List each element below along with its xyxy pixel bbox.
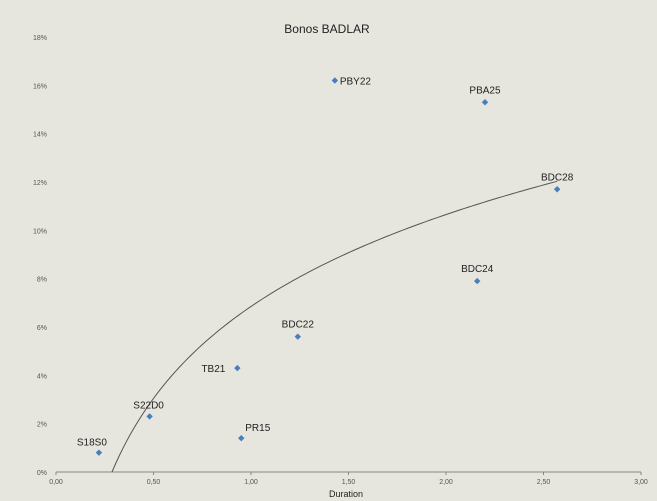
x-tick-labels: 0,00 0,50 1,00 1,50 2,00 2,50 3,00: [49, 472, 648, 486]
data-point: [474, 277, 481, 285]
data-point: [331, 77, 339, 84]
y-tick-label: 18%: [33, 35, 47, 42]
x-tick-label: 1,00: [244, 479, 258, 486]
point-label: PBY22: [340, 77, 372, 88]
data-point: [95, 449, 103, 456]
y-tick-label: 14%: [33, 132, 47, 139]
y-tick-label: 10%: [33, 228, 47, 235]
y-tick-label: 0%: [37, 470, 47, 477]
x-tick-label: 2,00: [439, 479, 453, 486]
x-tick-label: 0,50: [147, 479, 161, 486]
x-tick-label: 2,50: [537, 479, 551, 486]
x-tick-label: 0,00: [49, 479, 63, 486]
point-label: BDC28: [541, 172, 574, 183]
point-label: BDC22: [282, 320, 315, 331]
x-tick-label: 1,50: [342, 479, 356, 486]
data-point: [294, 333, 301, 340]
y-tick-labels: 0% 2% 4% 6% 8% 10% 12% 14% 16% 18%: [33, 35, 47, 477]
y-tick-label: 4%: [37, 373, 47, 380]
x-tick-label: 3,00: [634, 479, 648, 486]
y-tick-label: 12%: [33, 180, 47, 187]
data-points: S18S0 S22D0 TB21 PR15 BDC22 PBY22 BDC24 PBA25 BD…: [77, 77, 574, 456]
point-label: BDC24: [461, 264, 494, 275]
y-tick-label: 16%: [33, 83, 47, 90]
trendline: [111, 180, 558, 473]
point-label: PR15: [245, 423, 270, 434]
data-point: [238, 434, 245, 442]
y-tick-label: 6%: [37, 325, 47, 332]
x-axis-title: Duration: [329, 489, 363, 499]
point-label: S18S0: [77, 438, 107, 449]
y-tick-label: 8%: [37, 277, 47, 284]
data-point: [146, 413, 153, 420]
y-tick-label: 2%: [37, 422, 47, 429]
point-label: S22D0: [133, 400, 164, 411]
data-point: [553, 186, 561, 193]
data-point: [481, 99, 489, 106]
point-label: PBA25: [469, 85, 501, 96]
data-point: [234, 364, 241, 372]
point-label: TB21: [201, 364, 225, 375]
chart-title: Bonos BADLAR: [284, 22, 370, 36]
